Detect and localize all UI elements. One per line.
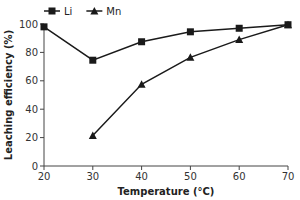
legend-item: Li	[44, 6, 72, 17]
line	[44, 25, 288, 61]
y-tick	[40, 137, 44, 138]
x-tick	[92, 166, 93, 170]
y-tick	[40, 109, 44, 110]
x-tick	[141, 166, 142, 170]
legend-swatch-marker	[49, 8, 56, 15]
legend-item: Mn	[86, 6, 121, 17]
x-tick	[239, 166, 240, 170]
x-axis-line	[44, 166, 288, 167]
axes: 203040506070020406080100	[19, 19, 294, 183]
x-tick-label: 40	[135, 171, 148, 182]
y-tick	[40, 80, 44, 81]
y-tick	[40, 166, 44, 167]
point	[187, 28, 194, 35]
point	[284, 21, 292, 29]
x-tick-label: 30	[86, 171, 99, 182]
point	[41, 23, 48, 30]
point	[89, 131, 97, 139]
y-tick-label: 60	[25, 75, 38, 86]
legend: Li Mn	[44, 6, 121, 17]
y-tick	[40, 52, 44, 53]
x-tick	[44, 166, 45, 170]
x-tick-label: 50	[184, 171, 197, 182]
point	[138, 38, 145, 45]
chart-container: 203040506070020406080100Temperature (°C)…	[0, 0, 300, 200]
y-tick-label: 0	[32, 161, 38, 172]
point	[236, 25, 243, 32]
legend-swatch-marker	[90, 7, 98, 15]
point	[138, 80, 146, 88]
x-tick	[190, 166, 191, 170]
legend-label: Li	[64, 6, 72, 17]
y-tick-label: 80	[25, 47, 38, 58]
x-axis-label: Temperature (°C)	[118, 186, 215, 197]
x-tick-label: 60	[233, 171, 246, 182]
y-tick-label: 100	[19, 19, 38, 30]
chart: 203040506070020406080100Temperature (°C)…	[0, 0, 300, 200]
point	[235, 36, 243, 44]
plot-area	[41, 21, 293, 139]
series	[41, 21, 292, 64]
line	[93, 25, 288, 136]
point	[186, 53, 194, 61]
x-tick-label: 70	[282, 171, 295, 182]
y-tick-label: 20	[25, 132, 38, 143]
y-tick-label: 40	[25, 104, 38, 115]
legend-label: Mn	[106, 6, 121, 17]
x-tick	[288, 166, 289, 170]
point	[89, 57, 96, 64]
x-tick-label: 20	[38, 171, 51, 182]
y-axis-label: Leaching efficiency (%)	[3, 30, 14, 160]
series	[89, 21, 292, 139]
y-axis-line	[44, 24, 45, 166]
